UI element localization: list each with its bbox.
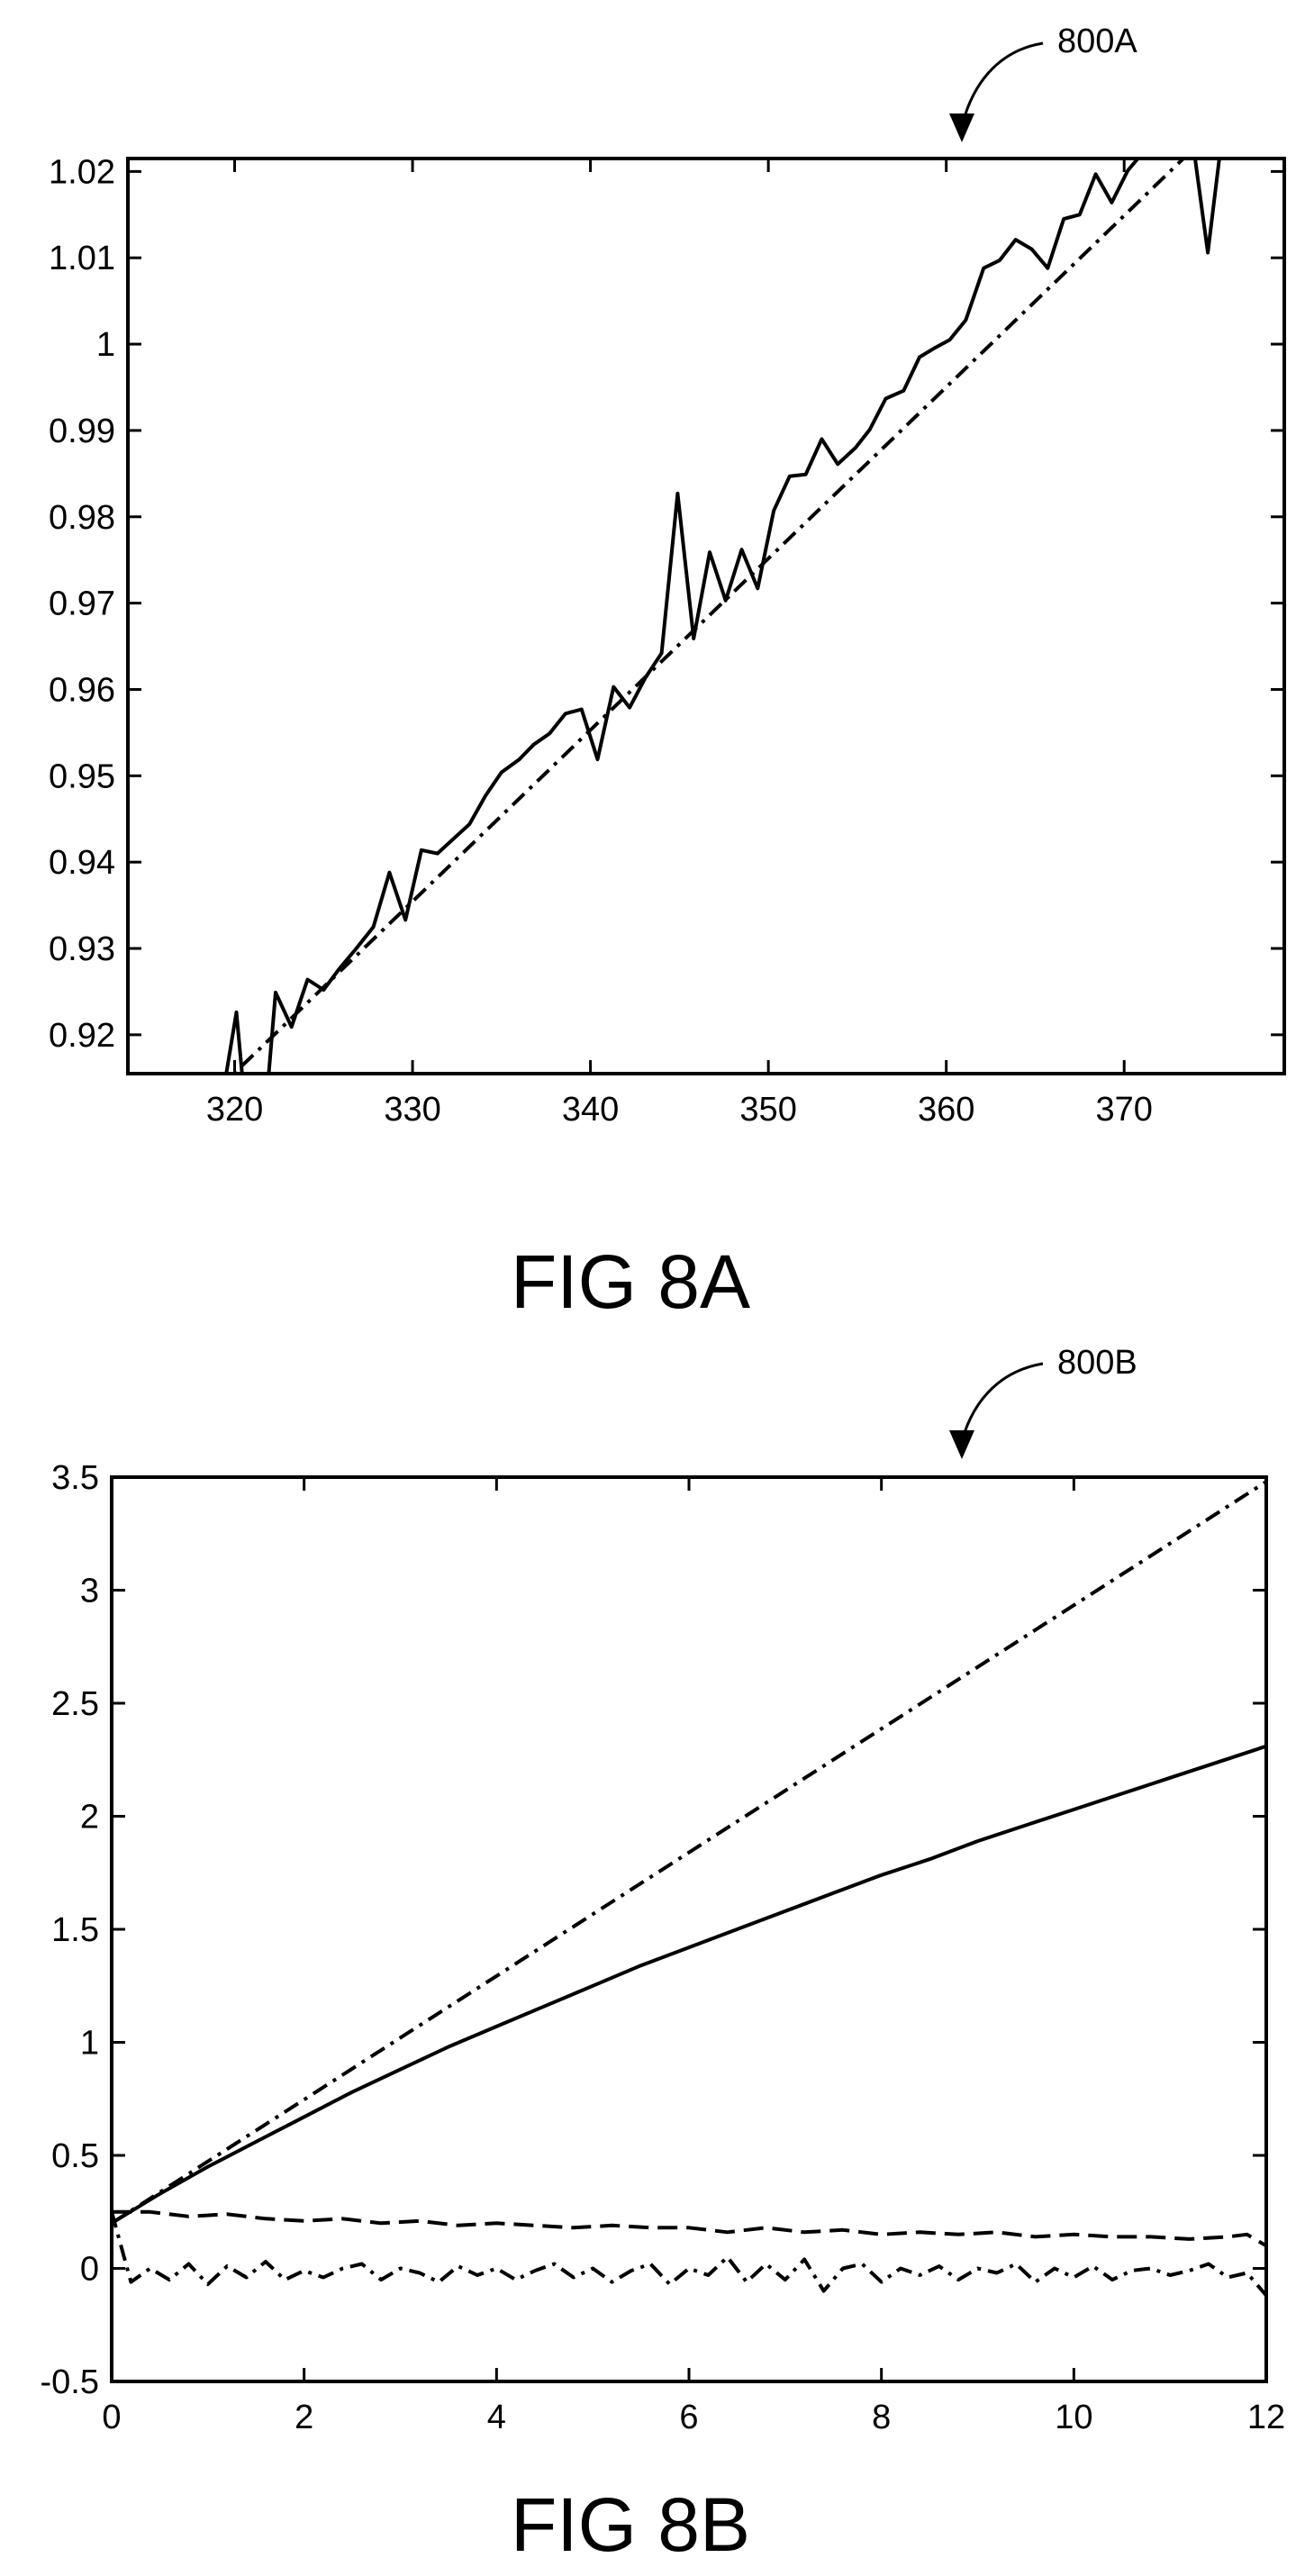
- series-line-dash-dot-1: [231, 159, 1186, 1074]
- y-tick-label: 2.5: [51, 1685, 99, 1723]
- x-tick-label: 4: [487, 2399, 506, 2436]
- y-tick-label: 0.93: [49, 930, 115, 968]
- series-group-8b: [112, 1480, 1266, 2297]
- reference-arrowhead-800b: [949, 1430, 974, 1459]
- reference-label-800a: 800A: [1057, 23, 1137, 60]
- series-group-8a: [224, 159, 1221, 1074]
- reference-arrow-800a: [960, 41, 1044, 127]
- figure-caption-8b: FIG 8B: [511, 2482, 750, 2567]
- x-tick-label: 350: [739, 1091, 796, 1129]
- figure-8b: 800B 0 2 4 6 8 10 12-0.500.511.522.533.5 FIG 8…: [41, 1344, 1286, 2567]
- x-tick-label: 6: [679, 2399, 698, 2436]
- plot-frame-8b: [110, 1475, 1268, 2383]
- x-tick-label: 10: [1055, 2399, 1092, 2436]
- plot-frame-8a: [126, 157, 1286, 1075]
- series-line-dashed-2: [112, 2209, 1266, 2248]
- y-tick-label: 0.96: [49, 671, 115, 709]
- x-tick-label: 12: [1247, 2399, 1285, 2436]
- axes-8b: 0 2 4 6 8 10 12-0.500.511.522.533.5: [41, 1459, 1286, 2436]
- y-tick-label: 1.01: [49, 240, 115, 277]
- x-tick-label: 360: [918, 1091, 974, 1129]
- y-tick-label: 1: [80, 2025, 99, 2063]
- figure-caption-8a: FIG 8A: [511, 1239, 750, 1324]
- y-tick-label: 0.92: [49, 1017, 115, 1055]
- axes-8a: 320 330 340 350 360 370 0.92 0.93 0.94 0.95 0.96 0.…: [49, 153, 1284, 1129]
- reference-arrow-800b: [960, 1362, 1044, 1442]
- y-tick-label: 0.94: [49, 844, 115, 882]
- series-line-solid-1: [112, 1744, 1266, 2226]
- figure-8a: 800A 320 330 340 350 360 370 0.92 0.93 0.94 0.95 0…: [49, 23, 1286, 1324]
- y-tick-label: 0.5: [51, 2137, 99, 2175]
- y-tick-label: 1.02: [49, 153, 115, 191]
- y-tick-label: 2: [80, 1799, 99, 1837]
- series-line-dash-dot-3: [112, 2211, 1266, 2297]
- x-tick-label: 370: [1096, 1091, 1153, 1129]
- reference-label-800b: 800B: [1057, 1344, 1137, 1382]
- y-tick-label: 3.5: [51, 1459, 99, 1497]
- x-tick-label: 330: [384, 1091, 440, 1129]
- y-tick-label: 1: [96, 326, 115, 364]
- x-tick-label: 2: [295, 2399, 313, 2436]
- y-tick-label: -0.5: [41, 2363, 99, 2401]
- x-tick-label: 0: [102, 2399, 121, 2436]
- x-tick-label: 320: [206, 1091, 263, 1129]
- y-tick-label: 0.98: [49, 499, 115, 537]
- y-tick-label: 0: [80, 2251, 99, 2289]
- x-tick-label: 340: [562, 1091, 619, 1129]
- y-tick-label: 0.95: [49, 757, 115, 795]
- y-tick-label: 3: [80, 1573, 99, 1610]
- reference-arrowhead-800a: [949, 113, 974, 142]
- y-tick-label: 0.99: [49, 413, 115, 450]
- series-line-dash-dot-0: [112, 1480, 1266, 2225]
- y-tick-label: 0.97: [49, 585, 115, 623]
- series-line-solid-0: [224, 159, 1221, 1074]
- y-tick-label: 1.5: [51, 1911, 99, 1949]
- x-tick-label: 8: [872, 2399, 891, 2436]
